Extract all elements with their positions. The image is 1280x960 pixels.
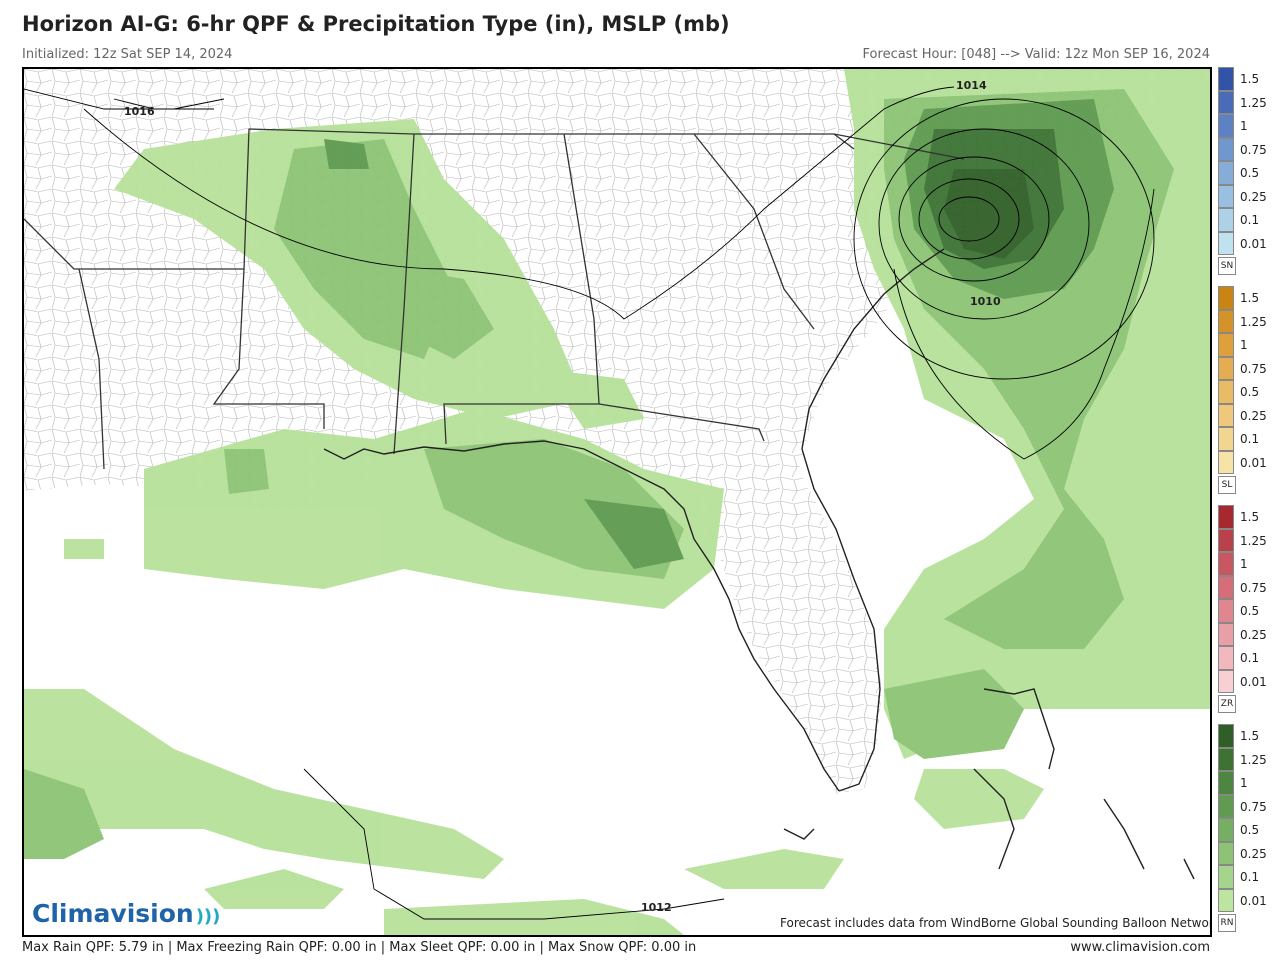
legend-swatch [1218,575,1234,599]
legend-group-rn: 1.5 1.25 1 0.75 0.5 0.25 0.1 0.01 RN [1218,724,1276,943]
legend-tick-label: 0.25 [1240,189,1267,204]
isobar-labels: 1016 1014 1010 1012 [124,79,1001,914]
legend-tick-label: 0.75 [1240,580,1267,595]
credit-note: Forecast includes data from WindBorne Gl… [776,915,1210,931]
legend-swatch [1218,309,1234,333]
coastline [323,248,1195,880]
legend-swatch [1218,771,1234,795]
legend-tick-label: 0.5 [1240,385,1260,399]
legend-swatch [1218,208,1234,232]
legend-tick-label: 0.01 [1240,236,1267,251]
legend-swatch [1218,67,1234,91]
legend-swatch [1218,333,1234,357]
isobars [24,86,1155,920]
legend-type-label: SL [1218,476,1236,494]
legend-tick-label: 0.5 [1240,604,1260,618]
max-qpf-summary: Max Rain QPF: 5.79 in | Max Freezing Rai… [22,940,697,955]
climavision-logo: Climavision))) [32,899,221,928]
legend-tick-label: 0.01 [1240,674,1267,689]
legend-tick-label: 1.5 [1240,510,1260,524]
legend-swatch [1218,888,1234,912]
legend-tick-label: 0.75 [1240,799,1267,814]
legend-tick-label: 0.5 [1240,823,1260,837]
isobar-label-1010: 1010 [970,295,1001,308]
legend-swatch [1218,552,1234,576]
legend-swatch [1218,231,1234,255]
legend-swatch [1218,841,1234,865]
legend-tick-label: 1.25 [1240,752,1267,767]
legend-swatch [1218,794,1234,818]
legend-tick-label: 1 [1240,119,1248,133]
legend-tick-label: 0.1 [1240,651,1260,665]
legend-tick-label: 0.75 [1240,361,1267,376]
legend-group-sn: 1.5 1.25 1 0.75 0.5 0.25 0.1 0.01 SN [1218,67,1276,286]
legend-tick-label: 1 [1240,776,1248,790]
legend-swatch [1218,184,1234,208]
legend-swatch [1218,669,1234,693]
legend-tick-label: 0.25 [1240,627,1267,642]
legend-swatch [1218,646,1234,670]
legend-tick-label: 0.1 [1240,432,1260,446]
legend-tick-label: 1 [1240,338,1248,352]
legend-tick-label: 0.25 [1240,408,1267,423]
legend-swatch [1218,403,1234,427]
state-borders [24,128,965,470]
legend-swatch [1218,505,1234,529]
wave-icon: ))) [195,906,221,927]
legend-swatch [1218,356,1234,380]
legend-swatch [1218,137,1234,161]
legend-tick-label: 0.1 [1240,213,1260,227]
legend-swatch [1218,865,1234,889]
legend-swatch [1218,427,1234,451]
legend-tick-label: 1.25 [1240,533,1267,548]
legend-swatch [1218,380,1234,404]
legend-tick-label: 0.1 [1240,870,1260,884]
isobar-label-1012: 1012 [641,901,672,914]
legend-swatch [1218,599,1234,623]
legend-swatch [1218,622,1234,646]
legend-swatch [1218,724,1234,748]
isobar-label-1016: 1016 [124,105,155,118]
legend-tick-label: 1.5 [1240,291,1260,305]
legend-swatch [1218,286,1234,310]
isobar-label-1014: 1014 [956,79,987,92]
legend-tick-label: 0.01 [1240,455,1267,470]
legend-swatch [1218,114,1234,138]
legend-swatch [1218,528,1234,552]
legend-swatch [1218,450,1234,474]
legend-tick-label: 1.25 [1240,95,1267,110]
map-title: Horizon AI-G: 6-hr QPF & Precipitation T… [22,12,730,36]
legend-type-label: SN [1218,257,1236,275]
init-time: Initialized: 12z Sat SEP 14, 2024 [22,47,233,62]
legend-tick-label: 1 [1240,557,1248,571]
legend-tick-label: 0.75 [1240,142,1267,157]
legend-swatch [1218,818,1234,842]
legend-group-zr: 1.5 1.25 1 0.75 0.5 0.25 0.1 0.01 ZR [1218,505,1276,724]
legend-swatch [1218,747,1234,771]
valid-time: Forecast Hour: [048] --> Valid: 12z Mon … [862,47,1210,62]
legend-tick-label: 0.5 [1240,166,1260,180]
legend-type-label: RN [1218,914,1236,932]
legend-group-sl: 1.5 1.25 1 0.75 0.5 0.25 0.1 0.01 SL [1218,286,1276,505]
legend-tick-label: 1.5 [1240,729,1260,743]
legend-type-label: ZR [1218,695,1236,713]
legend-tick-label: 1.5 [1240,72,1260,86]
legend-swatch [1218,90,1234,114]
forecast-map: 1016 1014 1010 1012 Climavision))) Forec… [22,67,1212,937]
legend-swatch [1218,161,1234,185]
legend-tick-label: 1.25 [1240,314,1267,329]
precip-field [24,69,1210,935]
website-url[interactable]: www.climavision.com [1070,940,1210,955]
legend-tick-label: 0.25 [1240,846,1267,861]
legend-tick-label: 0.01 [1240,893,1267,908]
